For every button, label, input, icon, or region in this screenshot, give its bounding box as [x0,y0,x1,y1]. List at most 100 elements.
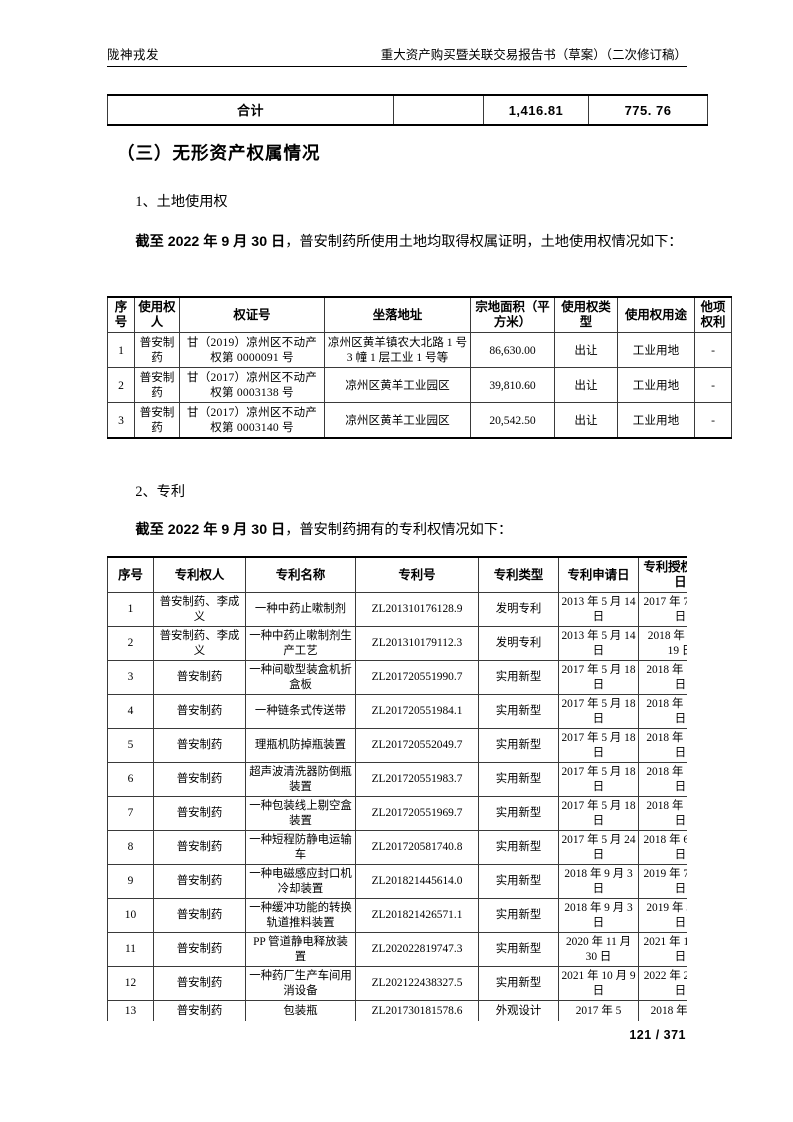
table-row: 合计 1,416.81 775. 76 [107,94,708,126]
total-value-1-cell: 1,416.81 [483,94,589,126]
patent-cell-grant-date: 2018 年 1 月 5 日 [638,796,687,831]
table-row: 5 普安制药 理瓶机防掉瓶装置 ZL201720552049.7 实用新型 2017 年 … [107,728,687,763]
patent-cell-type: 实用新型 [478,864,559,899]
table-row: 1 普安制药、李成义 一种中药止嗽制剂 ZL201310176128.9 发明专利 201… [107,592,687,627]
land-col-index: 序号 [107,296,135,333]
patent-cell-number: ZL202022819747.3 [355,932,479,967]
land-cell-index: 1 [107,332,135,368]
patent-cell-number: ZL201720551990.7 [355,660,479,695]
land-col-other-rights: 他项权利 [694,296,732,333]
patent-cell-index: 10 [107,898,154,933]
patent-cell-grant-date: 2018 年 10 月 19 日 [638,626,687,661]
patent-cell-name: 一种包装线上剔空盒装置 [245,796,356,831]
table-row: 3 普安制药 甘（2017）凉州区不动产权第 0003140 号 凉州区黄羊工业… [107,402,732,439]
patent-cell-apply-date: 2017 年 5 [558,1000,639,1021]
patent-paragraph-rest: ，普安制药拥有的专利权情况如下： [285,522,513,538]
land-cell-other: - [694,367,732,403]
patent-cell-apply-date: 2017 年 5 月 18 日 [558,660,639,695]
patent-cell-owner: 普安制药 [153,762,246,797]
patent-cell-name: 一种缓冲功能的转换轨道推料装置 [245,898,356,933]
land-cell-user: 普安制药 [134,367,180,403]
patent-cell-type: 实用新型 [478,728,559,763]
total-row-table-wrapper: 合计 1,416.81 775. 76 [107,94,708,126]
patent-cell-number: ZL201720551969.7 [355,796,479,831]
land-col-cert-no: 权证号 [179,296,325,333]
patent-cell-index: 8 [107,830,154,865]
table-row: 6 普安制药 超声波清洗器防倒瓶装置 ZL201720551983.7 实用新型 2017… [107,762,687,797]
patent-cell-type: 外观设计 [478,1000,559,1021]
patent-cell-type: 实用新型 [478,796,559,831]
land-col-address: 坐落地址 [324,296,471,333]
land-paragraph-rest: ，普安制药所使用土地均取得权属证明，土地使用权情况如下： [285,234,683,250]
patent-cell-index: 7 [107,796,154,831]
patent-cell-apply-date: 2013 年 5 月 14 日 [558,592,639,627]
patent-cell-grant-date: 2017 年 7 月 25 日 [638,592,687,627]
land-cell-address: 凉州区黄羊镇农大北路 1 号 3 幢 1 层工业 1 号等 [324,332,471,368]
patent-cell-index: 13 [107,1000,154,1021]
patent-cell-type: 实用新型 [478,694,559,729]
land-cell-index: 3 [107,402,135,439]
land-cell-usage: 工业用地 [617,332,695,368]
patent-col-name: 专利名称 [245,556,356,593]
patent-col-type: 专利类型 [478,556,559,593]
patent-cell-index: 2 [107,626,154,661]
patent-cell-apply-date: 2013 年 5 月 14 日 [558,626,639,661]
patent-cell-grant-date: 2018 年 1 月 5 日 [638,660,687,695]
patent-cell-index: 1 [107,592,154,627]
land-paragraph-bold: 截至 2022 年 9 月 30 日 [135,234,286,250]
patent-cell-number: ZL201720552049.7 [355,728,479,763]
table-row: 4 普安制药 一种链条式传送带 ZL201720551984.1 实用新型 2017 年 … [107,694,687,729]
patent-cell-type: 发明专利 [478,626,559,661]
land-col-type: 使用权类型 [554,296,618,333]
section-heading: （三）无形资产权属情况 [117,143,321,163]
patent-cell-name: 一种药厂生产车间用消设备 [245,966,356,1001]
land-cell-cert-no: 甘（2019）凉州区不动产权第 0000091 号 [179,332,325,368]
patent-cell-number: ZL201720581740.8 [355,830,479,865]
patent-cell-grant-date: 2018 年 1 月 5 日 [638,728,687,763]
table-header-row: 序号 使用权人 权证号 坐落地址 宗地面积（平方米） 使用权类型 使用权用途 他… [107,296,732,333]
header-company-name: 陇神戎发 [107,48,160,62]
patent-cell-owner: 普安制药、李成义 [153,592,246,627]
total-value-2-cell: 775. 76 [588,94,708,126]
land-cell-area: 39,810.60 [470,367,555,403]
land-cell-address: 凉州区黄羊工业园区 [324,367,471,403]
patent-cell-number: ZL201310179112.3 [355,626,479,661]
patent-cell-grant-date: 2019 年 5 月 7 日 [638,898,687,933]
patent-col-owner: 专利权人 [153,556,246,593]
patent-cell-type: 实用新型 [478,898,559,933]
patent-cell-number: ZL201730181578.6 [355,1000,479,1021]
land-cell-type: 出让 [554,402,618,439]
table-row: 2 普安制药 甘（2017）凉州区不动产权第 0003138 号 凉州区黄羊工业… [107,367,732,403]
patent-cell-number: ZL202122438327.5 [355,966,479,1001]
patent-cell-grant-date: 2019 年 7 月 26 日 [638,864,687,899]
patent-cell-apply-date: 2018 年 9 月 3 日 [558,864,639,899]
patent-cell-name: 一种电磁感应封口机冷却装置 [245,864,356,899]
land-cell-cert-no: 甘（2017）凉州区不动产权第 0003140 号 [179,402,325,439]
patent-cell-apply-date: 2020 年 11 月 30 日 [558,932,639,967]
land-cell-type: 出让 [554,367,618,403]
land-paragraph: 截至 2022 年 9 月 30 日，普安制药所使用土地均取得权属证明，土地使用… [107,228,687,256]
table-row: 2 普安制药、李成义 一种中药止嗽制剂生产工艺 ZL201310179112.3 发明专… [107,626,687,661]
patent-cell-grant-date: 2018 年 1 月 5 日 [638,694,687,729]
land-cell-type: 出让 [554,332,618,368]
patent-cell-grant-date: 2022 年 2 月 11 日 [638,966,687,1001]
land-col-user: 使用权人 [134,296,180,333]
patent-cell-owner: 普安制药 [153,660,246,695]
subsection-land-title-text: 1、土地使用权 [135,194,228,210]
subsection-patent-title-text: 2、专利 [135,484,186,500]
patent-cell-index: 9 [107,864,154,899]
patent-cell-index: 3 [107,660,154,695]
patent-cell-type: 发明专利 [478,592,559,627]
table-row: 10 普安制药 一种缓冲功能的转换轨道推料装置 ZL201821426571.1 实用新… [107,898,687,933]
land-cell-usage: 工业用地 [617,367,695,403]
patent-col-index: 序号 [107,556,154,593]
land-cell-user: 普安制药 [134,332,180,368]
table-row: 11 普安制药 PP 管道静电释放装置 ZL202022819747.3 实用新型 202… [107,932,687,967]
patent-table-wrapper: 序号 专利权人 专利名称 专利号 专利类型 专利申请日 专利授权公告日 1普安制… [107,556,687,1021]
table-row: 12 普安制药 一种药厂生产车间用消设备 ZL202122438327.5 实用新型 20… [107,966,687,1001]
patent-cell-type: 实用新型 [478,932,559,967]
patent-cell-index: 12 [107,966,154,1001]
patent-col-grant-date: 专利授权公告日 [638,556,687,593]
patent-cell-index: 11 [107,932,154,967]
patent-cell-apply-date: 2017 年 5 月 18 日 [558,762,639,797]
